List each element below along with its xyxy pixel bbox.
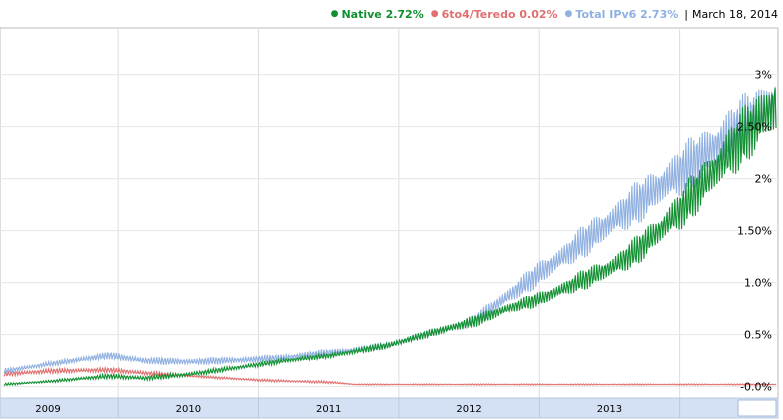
x-axis-band bbox=[0, 397, 779, 419]
legend-date: March 18, 2014 bbox=[691, 7, 778, 21]
legend-label: Total IPv6 2.73% bbox=[575, 7, 679, 21]
legend-item: ● Native 2.72% bbox=[331, 8, 424, 21]
plot-frame bbox=[0, 27, 779, 419]
x-axis: 2009 2010 2011 2012 2013 bbox=[35, 398, 681, 418]
legend-dot-icon: ● bbox=[564, 9, 573, 19]
x-tick-label: 2013 bbox=[597, 404, 622, 415]
y-tick-label: 2% bbox=[755, 173, 772, 186]
y-tick-label: 0.5% bbox=[744, 329, 772, 342]
legend-item: ● 6to4/Teredo 0.02% bbox=[431, 8, 558, 21]
scroll-handle[interactable] bbox=[737, 399, 777, 417]
legend-dot-icon: ● bbox=[330, 9, 339, 19]
series-line-6to4-teredo bbox=[3, 365, 777, 387]
legend-separator: | bbox=[684, 7, 688, 21]
y-tick-label: 3% bbox=[755, 69, 772, 82]
legend-label: 6to4/Teredo 0.02% bbox=[441, 7, 558, 21]
legend: ● Native 2.72% ● 6to4/Teredo 0.02% ● Total IP… bbox=[0, 0, 778, 28]
x-tick-label: 2012 bbox=[456, 404, 481, 415]
y-tick-label: -0.0% bbox=[740, 381, 772, 394]
series-layer bbox=[3, 86, 777, 387]
x-tick-label: 2011 bbox=[316, 404, 341, 415]
x-tick-label: 2009 bbox=[35, 404, 60, 415]
x-tick-label: 2010 bbox=[176, 404, 201, 415]
y-tick-label: 2.50% bbox=[737, 121, 772, 134]
y-axis: -0.0% 0.5% 1.0% 1.50% 2% 2.50% 3% bbox=[737, 69, 772, 394]
legend-item: ● Total IPv6 2.73% bbox=[565, 8, 679, 21]
y-tick-label: 1.0% bbox=[744, 277, 772, 290]
y-tick-label: 1.50% bbox=[737, 225, 772, 238]
legend-label: Native 2.72% bbox=[341, 7, 424, 21]
series-line-native bbox=[3, 88, 777, 387]
legend-dot-icon: ● bbox=[430, 9, 439, 19]
